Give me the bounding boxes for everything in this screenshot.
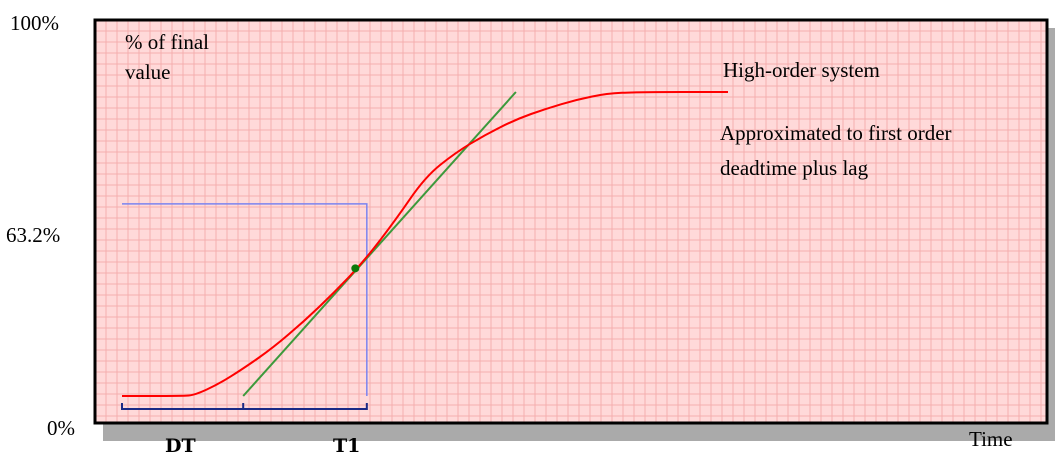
guide-63-2	[122, 203, 368, 396]
approx-label-line1: Approximated to first order	[720, 121, 952, 145]
grid	[95, 20, 1047, 423]
y-axis-label: % of final value	[125, 30, 214, 84]
dt-label: DT	[165, 435, 196, 457]
y-axis-label-line1: % of final	[125, 30, 209, 54]
series-line-high-order	[121, 91, 728, 398]
series-label: High-order system	[723, 58, 880, 82]
y-tick-label-63-2: 63.2%	[6, 223, 60, 247]
x-axis-label: Time	[969, 427, 1013, 451]
plot-frame	[93, 18, 1049, 425]
t1-label: T1	[333, 435, 360, 457]
y-tick-label-100: 100%	[10, 11, 59, 35]
y-tick-label-0: 0%	[47, 416, 75, 440]
approx-label-line2: deadtime plus lag	[720, 156, 869, 180]
inflection-marker	[351, 264, 360, 273]
y-axis-label-line2: value	[125, 60, 170, 84]
plot-area	[95, 20, 1047, 423]
time-brackets	[121, 403, 368, 410]
